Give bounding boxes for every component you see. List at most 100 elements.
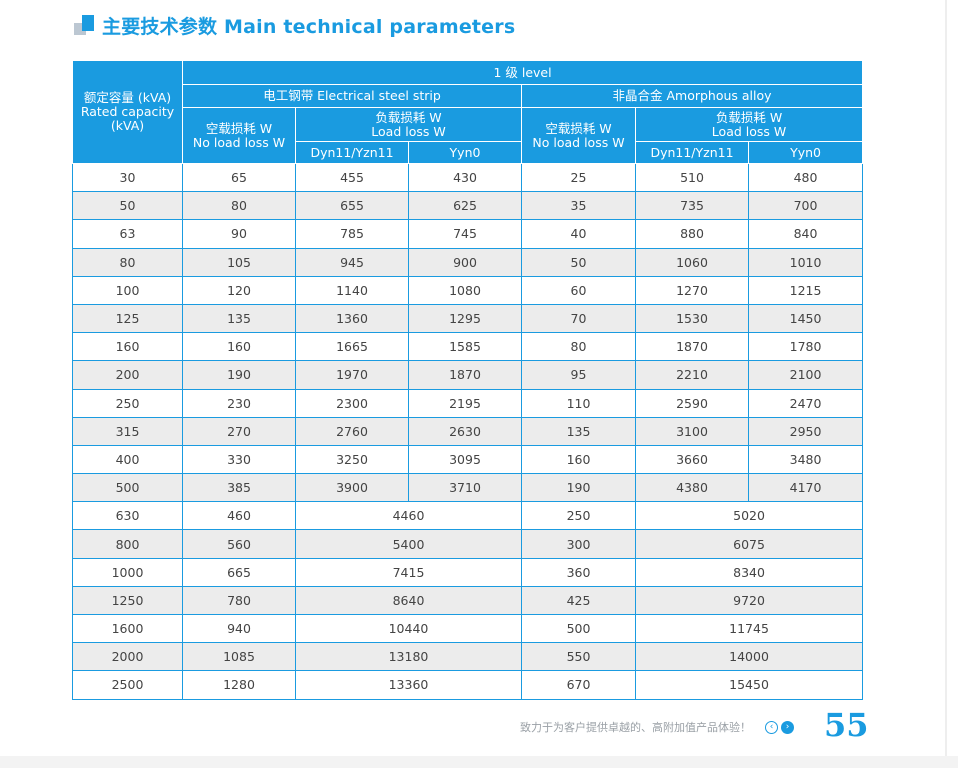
table-cell: 110 — [521, 388, 636, 418]
table-cell: 670 — [521, 670, 636, 700]
table-cell: 455 — [295, 162, 409, 193]
table-row: 1600 940 10440 500 11745 — [72, 613, 864, 644]
previous-page-icon[interactable]: ‹ — [765, 721, 778, 734]
table-row: 160 160 1665 1585 80 1870 1780 — [72, 332, 864, 362]
table-cell: 1870 — [635, 332, 749, 362]
table-cell: 200 — [72, 360, 183, 390]
table-row: 100 120 1140 1080 60 1270 1215 — [72, 275, 864, 305]
table-cell: 1530 — [635, 303, 749, 334]
table-cell: 4380 — [635, 473, 749, 503]
table-cell: 2590 — [635, 388, 749, 418]
table-cell: 700 — [747, 191, 864, 221]
table-cell: 6075 — [634, 529, 864, 559]
table-row: 30 65 455 430 25 510 480 — [72, 162, 864, 193]
next-page-icon[interactable]: › — [781, 721, 794, 734]
table-cell: 2470 — [747, 388, 864, 418]
table-cell: 500 — [521, 613, 636, 644]
table-row: 400 330 3250 3095 160 3660 3480 — [72, 444, 864, 475]
table-cell: 100 — [72, 275, 183, 305]
table-cell: 3660 — [635, 444, 749, 475]
table-cell: 2760 — [295, 416, 409, 446]
table-row: 800 560 5400 300 6075 — [72, 529, 864, 559]
header-amorphous-yyn0: Yyn0 — [747, 141, 864, 164]
section-heading: 主要技术参数 Main technical parameters — [74, 12, 515, 38]
table-cell: 360 — [521, 557, 636, 587]
table-row: 2000 1085 13180 550 14000 — [72, 642, 864, 672]
table-cell: 4170 — [747, 473, 864, 503]
table-cell: 270 — [182, 416, 296, 446]
table-cell: 50 — [72, 191, 183, 221]
page-edge-rule — [945, 0, 947, 768]
table-cell: 1010 — [747, 247, 864, 277]
table-cell: 425 — [521, 585, 636, 616]
table-cell: 1270 — [635, 275, 749, 305]
table-cell: 2210 — [635, 360, 749, 390]
table-cell: 13180 — [295, 642, 522, 672]
table-cell: 500 — [72, 473, 183, 503]
table-cell: 945 — [295, 247, 409, 277]
table-cell: 1970 — [295, 360, 409, 390]
table-cell: 80 — [182, 191, 296, 221]
table-cell: 63 — [72, 219, 183, 249]
table-cell: 10440 — [295, 613, 522, 644]
table-cell: 3100 — [635, 416, 749, 446]
page-title: 主要技术参数 Main technical parameters — [102, 15, 516, 38]
table-cell: 1450 — [747, 303, 864, 334]
table-cell: 3900 — [295, 473, 409, 503]
table-row: 1000 665 7415 360 8340 — [72, 557, 864, 587]
table-cell: 780 — [182, 585, 296, 616]
table-cell: 1080 — [408, 275, 522, 305]
table-cell: 250 — [521, 501, 636, 531]
table-cell: 1585 — [408, 332, 522, 362]
page-bottom-shade — [0, 756, 958, 768]
table-cell: 940 — [182, 613, 296, 644]
table-cell: 160 — [182, 332, 296, 362]
table-cell: 135 — [182, 303, 296, 334]
table-cell: 8340 — [634, 557, 864, 587]
header-amorphous-load-loss: 负载损耗 W Load loss W — [634, 107, 864, 142]
table-cell: 900 — [408, 247, 522, 277]
table-cell: 8640 — [295, 585, 522, 616]
page-number: 55 — [824, 706, 869, 744]
table-cell: 15450 — [634, 670, 864, 700]
table-cell: 160 — [521, 444, 636, 475]
table-cell: 60 — [521, 275, 636, 305]
table-cell: 190 — [521, 473, 636, 503]
table-cell: 80 — [521, 332, 636, 362]
table-cell: 2195 — [408, 388, 522, 418]
table-cell: 120 — [182, 275, 296, 305]
table-row: 500 385 3900 3710 190 4380 4170 — [72, 473, 864, 503]
table-row: 50 80 655 625 35 735 700 — [72, 191, 864, 221]
table-cell: 3710 — [408, 473, 522, 503]
table-cell: 3480 — [747, 444, 864, 475]
header-rated-capacity: 额定容量 (kVA) Rated capacity (kVA) — [72, 60, 183, 164]
header-amorphous-dyn11: Dyn11/Yzn11 — [635, 141, 749, 164]
table-cell: 785 — [295, 219, 409, 249]
header-steel-no-load-loss: 空载损耗 W No load loss W — [182, 107, 296, 164]
table-cell: 2500 — [72, 670, 183, 700]
table-cell: 315 — [72, 416, 183, 446]
table-cell: 230 — [182, 388, 296, 418]
header-electrical-steel: 电工钢带 Electrical steel strip — [182, 84, 522, 108]
table-cell: 65 — [182, 162, 296, 193]
table-cell: 50 — [521, 247, 636, 277]
table-cell: 1000 — [72, 557, 183, 587]
table-row: 2500 1280 13360 670 15450 — [72, 670, 864, 700]
table-cell: 13360 — [295, 670, 522, 700]
table-cell: 2300 — [295, 388, 409, 418]
table-cell: 655 — [295, 191, 409, 221]
table-cell: 1060 — [635, 247, 749, 277]
table-cell: 95 — [521, 360, 636, 390]
table-cell: 1360 — [295, 303, 409, 334]
header-amorphous-alloy: 非晶合金 Amorphous alloy — [520, 84, 864, 108]
table-cell: 25 — [521, 162, 636, 193]
table-cell: 665 — [182, 557, 296, 587]
table-cell: 250 — [72, 388, 183, 418]
table-cell: 2100 — [747, 360, 864, 390]
table-cell: 14000 — [634, 642, 864, 672]
table-cell: 5020 — [634, 501, 864, 531]
table-row: 1250 780 8640 425 9720 — [72, 585, 864, 616]
table-cell: 125 — [72, 303, 183, 334]
table-cell: 385 — [182, 473, 296, 503]
table-row: 63 90 785 745 40 880 840 — [72, 219, 864, 249]
